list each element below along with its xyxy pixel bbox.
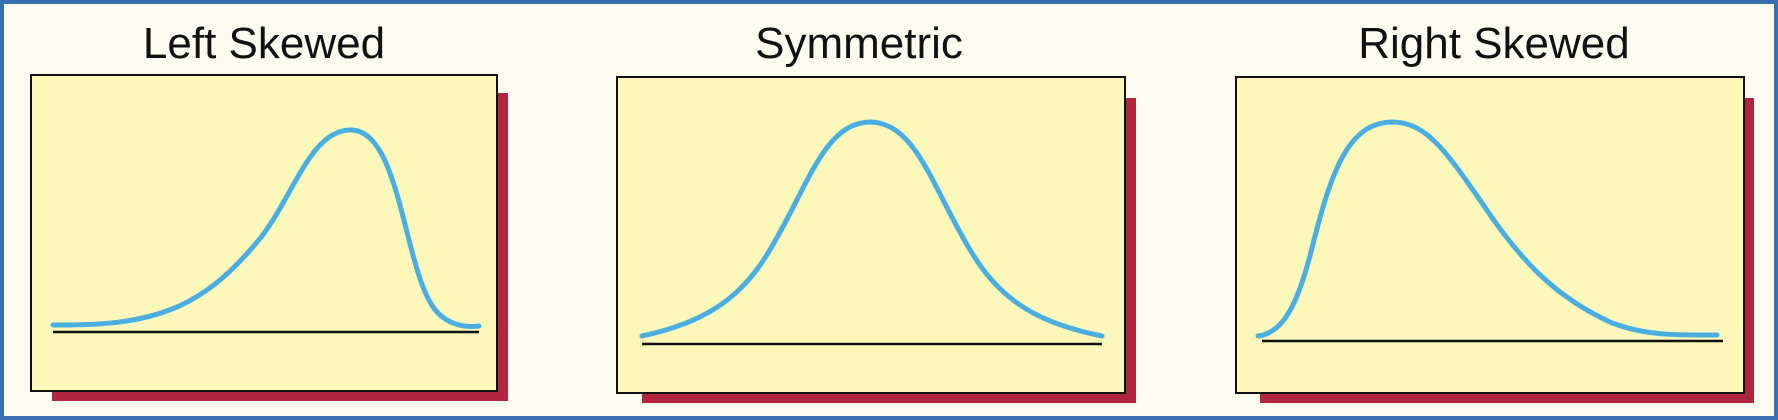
left-skewed-card [30,74,498,392]
symmetric-card [616,76,1126,394]
right-skewed-title: Right Skewed [1358,19,1630,68]
left-skewed-curve [50,127,482,329]
symmetric-curve [639,119,1105,339]
right-skewed-curve [1255,119,1720,339]
right-skewed-card [1235,76,1745,394]
left-skewed-title: Left Skewed [142,19,386,68]
symmetric-plot [639,119,1105,346]
left-skewed-plot [50,127,482,334]
right-skewed-plot [1255,119,1723,343]
symmetric-title: Symmetric [755,19,963,68]
